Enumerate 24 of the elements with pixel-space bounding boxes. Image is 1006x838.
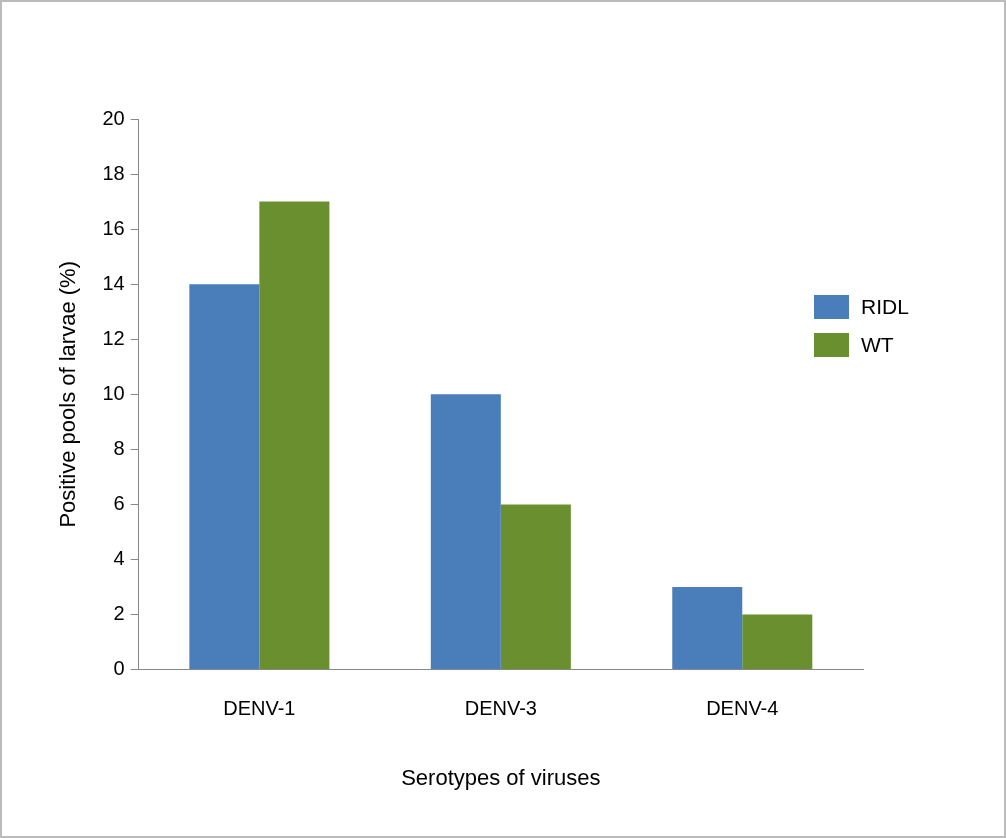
y-tick-label: 8 [113, 436, 125, 459]
y-tick-label: 16 [102, 216, 125, 239]
y-tick-label: 12 [102, 326, 125, 349]
x-tick-label: DENV-3 [464, 697, 537, 720]
bar [189, 284, 260, 670]
bar [672, 587, 743, 670]
y-tick-label: 20 [102, 106, 125, 129]
bar [500, 504, 571, 670]
x-axis-title: Serotypes of viruses [401, 764, 601, 790]
y-tick-label: 10 [102, 381, 125, 404]
bar [430, 394, 501, 670]
y-tick-label: 14 [102, 271, 125, 294]
y-tick-label: 2 [113, 602, 125, 625]
y-axis-title: Positive pools of larvae (%) [55, 261, 81, 528]
x-tick-label: DENV-4 [706, 697, 779, 720]
bar [259, 201, 330, 670]
y-tick-label: 4 [113, 547, 125, 569]
y-tick-label: 0 [113, 657, 125, 680]
x-tick-label: DENV-1 [223, 697, 296, 720]
legend-label: RIDL [861, 295, 909, 319]
bar [742, 614, 813, 670]
y-tick-label: 18 [102, 161, 125, 184]
y-tick-label: 6 [113, 491, 125, 514]
legend-label: WT [861, 333, 894, 357]
